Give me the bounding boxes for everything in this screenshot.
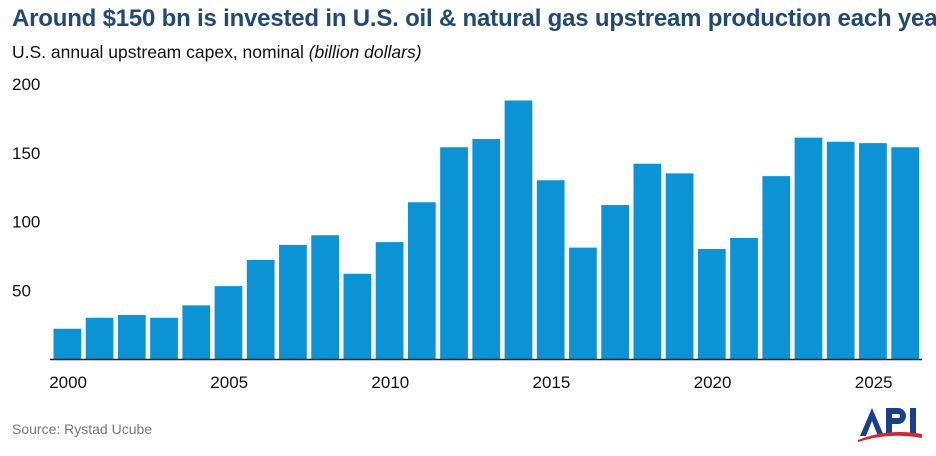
- bar-2006: [246, 260, 275, 359]
- chart-title: Around $150 bn is invested in U.S. oil &…: [12, 5, 936, 32]
- subtitle-text: U.S. annual upstream capex, nominal: [12, 42, 304, 62]
- bar-2020: [697, 249, 726, 359]
- bar-2019: [665, 173, 694, 360]
- bar-2013: [472, 139, 501, 359]
- bar-2001: [85, 317, 114, 359]
- subtitle-unit: (billion dollars): [308, 42, 422, 62]
- bar-2012: [440, 147, 468, 359]
- bar-2016: [569, 247, 597, 360]
- x-tick-label: 2010: [371, 373, 409, 392]
- x-axis-ticks: 2000 2005 2010 2015 2020 2025: [49, 373, 892, 392]
- y-tick-label: 200: [12, 75, 40, 94]
- bar-2015: [536, 180, 565, 359]
- x-tick-label: 2000: [49, 373, 87, 392]
- x-tick-label: 2025: [855, 373, 893, 392]
- x-tick-label: 2020: [694, 373, 732, 392]
- bar-2003: [150, 317, 178, 359]
- y-tick-label: 150: [12, 144, 40, 163]
- y-tick-label: 50: [12, 281, 31, 300]
- bar-2010: [375, 242, 404, 360]
- bar-2000: [53, 328, 82, 359]
- bar-2002: [117, 315, 146, 359]
- bar-2025: [859, 143, 887, 360]
- bar-2007: [279, 244, 307, 360]
- bar-2009: [343, 273, 372, 359]
- bar-2011: [407, 202, 436, 359]
- chart-subtitle: U.S. annual upstream capex, nominal (bil…: [12, 42, 422, 63]
- api-logo: [858, 408, 922, 442]
- bar-2014: [504, 100, 533, 359]
- bars-group: [53, 100, 919, 360]
- bar-2017: [601, 205, 629, 359]
- bar-2004: [182, 305, 211, 360]
- bar-2022: [762, 176, 791, 360]
- bar-2023: [794, 137, 823, 360]
- bar-2018: [633, 163, 662, 359]
- bar-2021: [730, 238, 758, 359]
- bar-2005: [214, 286, 243, 360]
- y-tick-label: 100: [12, 213, 40, 232]
- bar-2026: [891, 147, 919, 359]
- bar-chart: 50 100 150 200 2000 2005 2010 2015 2020 2025: [12, 75, 922, 392]
- x-tick-label: 2005: [210, 373, 248, 392]
- bar-2008: [311, 235, 339, 359]
- y-axis-ticks: 50 100 150 200: [12, 75, 40, 300]
- source-note: Source: Rystad Ucube: [12, 421, 153, 437]
- bar-2024: [826, 141, 855, 359]
- x-tick-label: 2015: [533, 373, 571, 392]
